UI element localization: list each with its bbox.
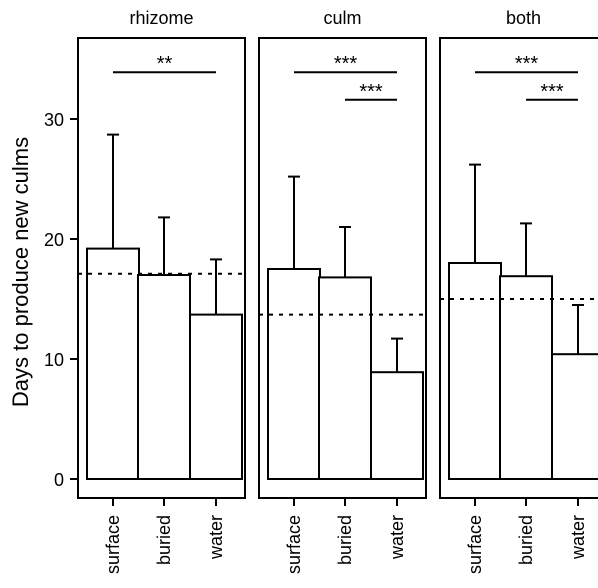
y-tick-label: 10 xyxy=(44,350,64,370)
panel-title: culm xyxy=(323,8,361,28)
panel-title: rhizome xyxy=(129,8,193,28)
y-axis-label: Days to produce new culms xyxy=(8,137,33,407)
panel-title: both xyxy=(506,8,541,28)
significance-label: *** xyxy=(515,53,539,75)
x-tick-label: water xyxy=(568,515,588,560)
bar-buried xyxy=(499,275,553,481)
bar-water xyxy=(189,313,243,480)
x-tick-label: buried xyxy=(154,515,174,565)
facet-panels: rhizome**surface buried waterculm******sur… xyxy=(77,8,598,574)
panel-culm: culm ****** surface buried water xyxy=(258,8,427,574)
x-tick-label: buried xyxy=(516,515,536,565)
significance-label: ** xyxy=(157,53,173,75)
bar-buried xyxy=(318,276,372,480)
panel-frame xyxy=(258,37,427,499)
panel-rhizome: rhizome ** surface buried water xyxy=(77,8,246,574)
y-tick-label: 30 xyxy=(44,110,64,130)
panel-frame xyxy=(439,37,598,499)
panel-frame xyxy=(77,37,246,499)
y-tick-label: 20 xyxy=(44,230,64,250)
bar-water xyxy=(370,371,424,481)
bar-surface xyxy=(86,247,140,480)
x-tick-label: water xyxy=(206,515,226,560)
bar-buried xyxy=(137,274,191,480)
bar-water xyxy=(551,353,598,481)
y-axis: 0 10 20 30 xyxy=(44,110,78,490)
x-tick-label: surface xyxy=(284,515,304,574)
significance-label: *** xyxy=(334,53,358,75)
y-tick-label: 0 xyxy=(54,470,64,490)
bar-surface xyxy=(267,268,321,480)
significance-label: *** xyxy=(540,81,564,103)
x-tick-label: surface xyxy=(465,515,485,574)
bar-surface xyxy=(448,262,502,480)
x-tick-label: buried xyxy=(335,515,355,565)
panel-both: both ****** surface buried water xyxy=(439,8,598,574)
x-tick-label: surface xyxy=(103,515,123,574)
x-tick-label: water xyxy=(387,515,407,560)
significance-label: *** xyxy=(359,81,383,103)
